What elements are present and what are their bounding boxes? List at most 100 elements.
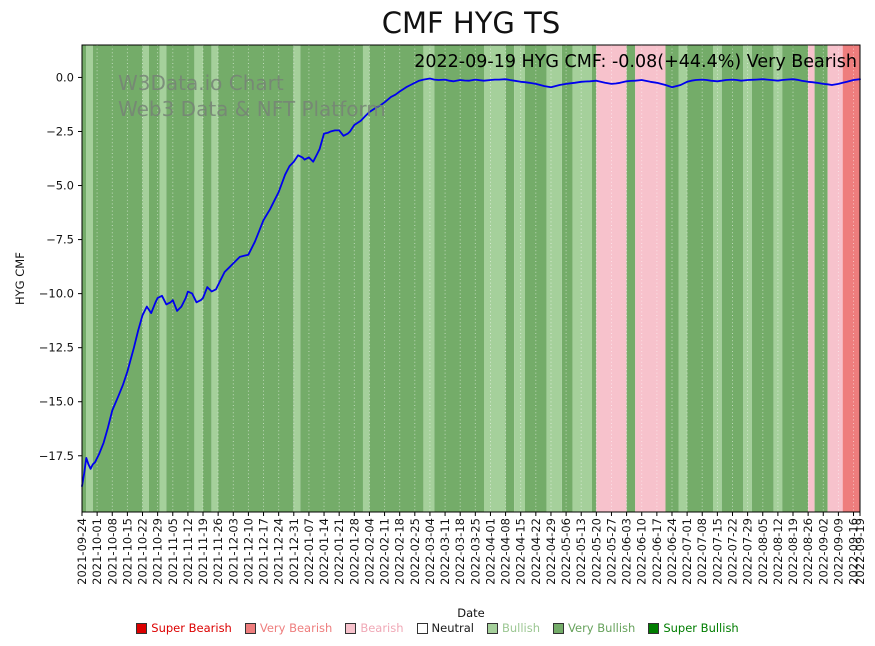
legend-label: Neutral — [431, 621, 474, 635]
x-tick-label: 2021-10-01 — [90, 518, 104, 585]
y-tick-label: −10.0 — [39, 287, 74, 301]
x-tick-label: 2022-02-04 — [362, 518, 376, 585]
x-tick-label: 2021-11-26 — [211, 518, 225, 585]
legend-label: Bullish — [501, 621, 541, 635]
x-tick-label: 2022-05-06 — [559, 518, 573, 585]
y-tick-label: −7.5 — [46, 233, 74, 247]
very-bearish-swatch-icon — [244, 622, 256, 634]
sentiment-band-very_bearish — [842, 45, 860, 512]
x-tick-label: 2022-03-11 — [438, 518, 452, 585]
x-tick-label: 2022-04-08 — [499, 518, 513, 585]
legend-item-neutral: Neutral — [416, 621, 474, 635]
sentiment-band-very_bullish — [218, 45, 294, 512]
sentiment-band-very_bullish — [814, 45, 828, 512]
legend-label: Very Bearish — [259, 621, 333, 635]
x-tick-label: 2021-10-15 — [120, 518, 134, 585]
x-tick-label: 2022-07-29 — [741, 518, 755, 585]
sentiment-band-bullish — [211, 45, 219, 512]
x-tick-label: 2022-08-12 — [771, 518, 785, 585]
x-tick-label: 2022-05-20 — [589, 518, 603, 585]
x-tick-label: 2022-01-07 — [302, 518, 316, 585]
sentiment-band-bearish — [635, 45, 666, 512]
super-bearish-swatch-icon — [136, 622, 148, 634]
legend: Super Bearish Very Bearish Bearish Neutr… — [0, 621, 875, 635]
legend-label: Bearish — [360, 621, 404, 635]
plot-border — [81, 44, 861, 513]
sentiment-band-bullish — [484, 45, 506, 512]
x-tick-label: 2022-09-19 — [853, 518, 867, 585]
y-tick-label: −17.5 — [39, 449, 74, 463]
x-tick-label: 2021-12-03 — [226, 518, 240, 585]
sentiment-band-very_bullish — [782, 45, 809, 512]
sentiment-band-bearish — [827, 45, 843, 512]
sentiment-band-very_bullish — [149, 45, 160, 512]
sentiment-band-bullish — [713, 45, 722, 512]
cmf-line-series — [81, 77, 861, 488]
y-tick-label: −15.0 — [39, 395, 74, 409]
legend-label: Super Bullish — [663, 621, 739, 635]
y-tick-label: −5.0 — [46, 179, 74, 193]
x-tick-label: 2021-10-29 — [151, 518, 165, 585]
sentiment-band-very_bullish — [203, 45, 212, 512]
watermark-line1: W3Data.io Chart — [118, 71, 284, 95]
legend-item-very-bullish: Very Bullish — [553, 621, 635, 635]
x-tick-label: 2022-05-13 — [574, 518, 588, 585]
x-tick-label: 2022-08-26 — [801, 518, 815, 585]
sentiment-band-very_bullish — [721, 45, 744, 512]
x-tick-label: 2021-10-22 — [136, 518, 150, 585]
chart-title: CMF HYG TS — [381, 6, 561, 40]
x-tick-label: 2022-08-05 — [756, 518, 770, 585]
x-tick-label: 2021-11-05 — [166, 518, 180, 585]
sentiment-band-very_bullish — [92, 45, 143, 512]
x-tick-label: 2022-01-28 — [347, 518, 361, 585]
x-tick-label: 2022-09-09 — [831, 518, 845, 585]
x-tick-label: 2022-06-03 — [620, 518, 634, 585]
legend-item-super-bullish: Super Bullish — [648, 621, 739, 635]
legend-item-very-bearish: Very Bearish — [244, 621, 333, 635]
legend-label: Very Bullish — [568, 621, 636, 635]
sentiment-band-very_bullish — [505, 45, 515, 512]
sentiment-band-bullish — [194, 45, 203, 512]
x-tick-label: 2022-01-14 — [317, 518, 331, 585]
x-tick-label: 2022-03-25 — [468, 518, 482, 585]
x-tick-label: 2022-05-27 — [605, 518, 619, 585]
latest-value-annotation: 2022-09-19 HYG CMF: -0.08(+44.4%) Very B… — [414, 52, 857, 72]
watermark: W3Data.io Chart Web3 Data & NFT Platform — [118, 70, 386, 122]
x-tick-label: 2022-04-29 — [544, 518, 558, 585]
legend-label: Super Bearish — [151, 621, 232, 635]
neutral-swatch-icon — [416, 622, 428, 634]
x-tick-label: 2022-04-22 — [529, 518, 543, 585]
sentiment-band-very_bullish — [82, 45, 87, 512]
x-tick-label: 2022-02-25 — [408, 518, 422, 585]
x-tick-label: 2022-02-11 — [378, 518, 392, 585]
x-tick-label: 2021-09-24 — [75, 518, 89, 585]
sentiment-band-bullish — [572, 45, 593, 512]
y-tick-label: −2.5 — [46, 125, 74, 139]
x-tick-label: 2021-11-12 — [181, 518, 195, 585]
sentiment-band-very_bullish — [665, 45, 679, 512]
x-tick-label: 2022-02-18 — [393, 518, 407, 585]
watermark-line2: Web3 Data & NFT Platform — [118, 97, 386, 121]
x-tick-label: 2021-12-31 — [287, 518, 301, 585]
sentiment-band-bullish — [773, 45, 783, 512]
sentiment-band-very_bullish — [751, 45, 774, 512]
sentiment-band-bullish — [293, 45, 301, 512]
x-tick-label: 2022-06-24 — [665, 518, 679, 585]
sentiment-band-bullish — [86, 45, 93, 512]
legend-item-bearish: Bearish — [345, 621, 404, 635]
sentiment-band-bullish — [546, 45, 562, 512]
bearish-swatch-icon — [345, 622, 357, 634]
x-tick-label: 2021-10-08 — [105, 518, 119, 585]
x-tick-label: 2022-08-19 — [786, 518, 800, 585]
x-tick-label: 2022-09-02 — [816, 518, 830, 585]
y-tick-label: 0.0 — [56, 70, 74, 84]
x-tick-label: 2022-04-01 — [484, 518, 498, 585]
x-tick-label: 2022-07-01 — [680, 518, 694, 585]
sentiment-band-very_bullish — [166, 45, 195, 512]
x-tick-label: 2022-06-10 — [635, 518, 649, 585]
sentiment-band-very_bullish — [626, 45, 636, 512]
x-tick-label: 2021-12-24 — [272, 518, 286, 585]
x-tick-label: 2022-09-16 — [847, 518, 861, 585]
sentiment-band-bearish — [808, 45, 815, 512]
